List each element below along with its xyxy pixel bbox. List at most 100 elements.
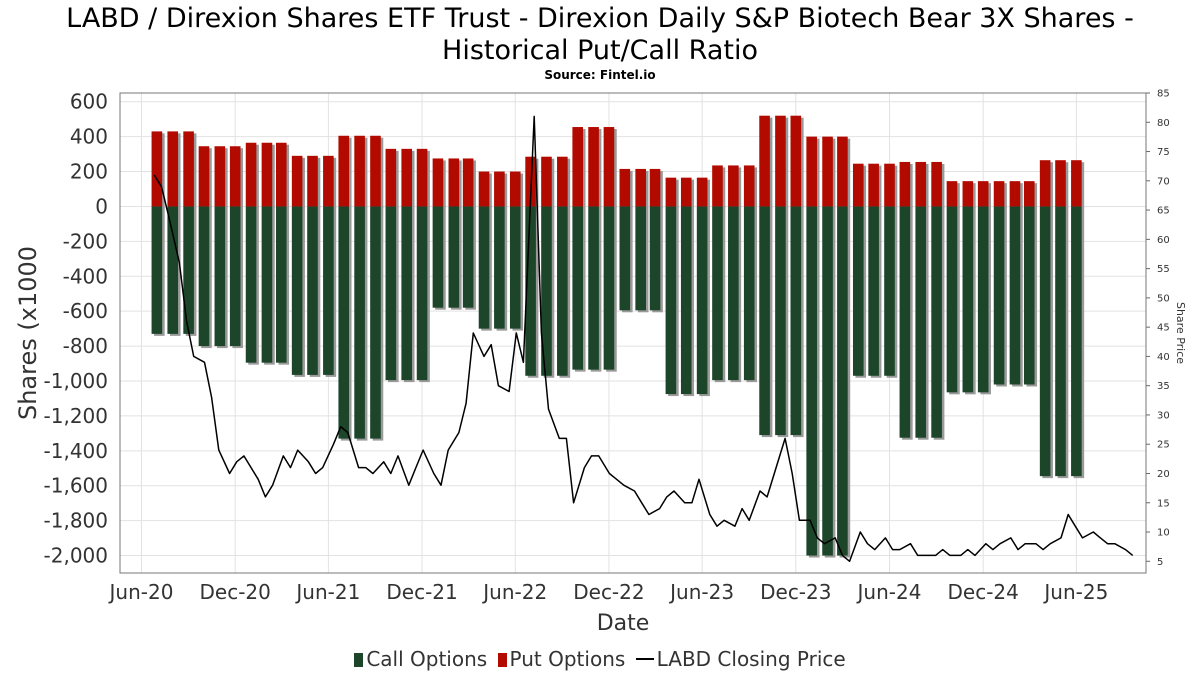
put-bar — [478, 171, 490, 207]
y2-tick-label: 80 — [1157, 118, 1170, 129]
call-bar — [1071, 206, 1082, 477]
call-bar — [696, 206, 708, 395]
call-bar — [557, 206, 568, 376]
put-bar — [775, 115, 786, 207]
chart-canvas: 600 400 200 0 -200 -400 -600 -800 -1,000 -1,200 -1… — [14, 89, 1187, 637]
x-tick-label: Dec-21 — [386, 580, 457, 604]
y2-tick-label: 65 — [1157, 206, 1170, 217]
call-bar — [1039, 206, 1051, 477]
call-bar — [868, 206, 879, 376]
call-bar — [354, 206, 365, 439]
call-bar — [1009, 206, 1021, 385]
call-bar — [1023, 206, 1035, 385]
call-bar — [790, 206, 802, 436]
y2-tick-label: 85 — [1157, 89, 1170, 100]
put-bar — [323, 155, 334, 207]
legend-item-price[interactable]: LABD Closing Price — [635, 647, 846, 671]
put-bar — [462, 158, 474, 207]
legend-item-call[interactable]: Call Options — [354, 647, 487, 671]
put-bar — [822, 136, 833, 207]
call-bar — [448, 206, 460, 308]
y2-tick-label: 55 — [1157, 264, 1170, 275]
put-bar — [806, 136, 817, 207]
call-bar — [494, 206, 505, 329]
call-bar — [993, 206, 1005, 385]
call-bar — [806, 206, 817, 556]
put-bar — [962, 181, 974, 207]
y-tick-label: 200 — [70, 160, 108, 184]
put-bar — [401, 148, 413, 207]
y-tick-label: -1,800 — [44, 509, 108, 533]
y-tick-label: -1,400 — [44, 439, 108, 463]
put-bar — [448, 158, 460, 207]
x-axis-label: Date — [597, 611, 650, 636]
call-bar — [416, 206, 428, 381]
call-bar — [214, 206, 226, 347]
put-bar — [167, 131, 179, 207]
put-bar — [635, 168, 646, 207]
y2-tick-label: 40 — [1157, 352, 1170, 363]
chart-subtitle: Source: Fintel.io — [544, 68, 656, 82]
legend-item-put[interactable]: Put Options — [497, 647, 626, 671]
put-bar — [588, 127, 599, 207]
put-bar — [338, 135, 350, 207]
put-bar — [509, 171, 521, 207]
put-bar — [541, 156, 552, 207]
legend-label-price: LABD Closing Price — [656, 647, 846, 671]
put-bar — [261, 142, 273, 207]
y-tick-label: -600 — [63, 299, 108, 323]
call-bar — [680, 206, 692, 395]
chart-legend: Call Options Put Options LABD Closing Pr… — [0, 647, 1200, 671]
legend-swatch-put — [497, 653, 507, 667]
y2-tick-label: 60 — [1157, 235, 1170, 246]
call-bar — [198, 206, 210, 347]
put-bar — [619, 168, 631, 207]
y2-tick-label: 35 — [1157, 381, 1170, 392]
legend-label-put: Put Options — [509, 647, 626, 671]
put-bar — [385, 148, 397, 207]
call-bar — [728, 206, 739, 381]
call-bar — [899, 206, 911, 438]
call-bar — [603, 206, 615, 370]
call-bar — [525, 206, 536, 376]
call-bar — [245, 206, 257, 363]
call-bar — [229, 206, 241, 347]
y-tick-label: -1,600 — [44, 474, 108, 498]
put-bar — [852, 163, 864, 207]
call-bar — [775, 206, 786, 436]
put-bar — [868, 163, 879, 207]
x-tick-label: Jun-25 — [1042, 580, 1108, 604]
call-bar — [432, 206, 444, 308]
y-tick-label: 400 — [70, 125, 108, 149]
put-bar — [151, 131, 163, 207]
call-bar — [151, 206, 163, 334]
y2-tick-label: 70 — [1157, 176, 1170, 187]
call-bar — [977, 206, 989, 393]
call-bar — [291, 206, 303, 375]
put-bar — [416, 148, 428, 207]
put-bar — [696, 177, 708, 207]
call-bar — [261, 206, 273, 363]
call-bar — [275, 206, 287, 363]
put-bar — [1023, 181, 1035, 207]
put-bar — [214, 146, 226, 207]
y-axis-label: Shares (x1000 — [14, 246, 42, 420]
legend-swatch-call — [354, 653, 364, 667]
call-bar — [962, 206, 974, 393]
put-bar — [1039, 160, 1051, 207]
put-bar — [354, 135, 365, 207]
call-bar — [323, 206, 334, 375]
call-bar — [401, 206, 413, 381]
y-tick-label: -400 — [63, 264, 108, 288]
x-tick-label: Dec-23 — [760, 580, 831, 604]
put-bar — [680, 177, 692, 207]
call-bar — [852, 206, 864, 376]
price-line — [153, 115, 1134, 563]
x-tick-label: Jun-22 — [481, 580, 547, 604]
put-bar — [759, 115, 770, 207]
put-bar — [245, 142, 257, 207]
call-bar — [462, 206, 474, 308]
call-bar — [385, 206, 397, 381]
x-tick-label: Jun-20 — [108, 580, 174, 604]
call-bar — [509, 206, 521, 329]
